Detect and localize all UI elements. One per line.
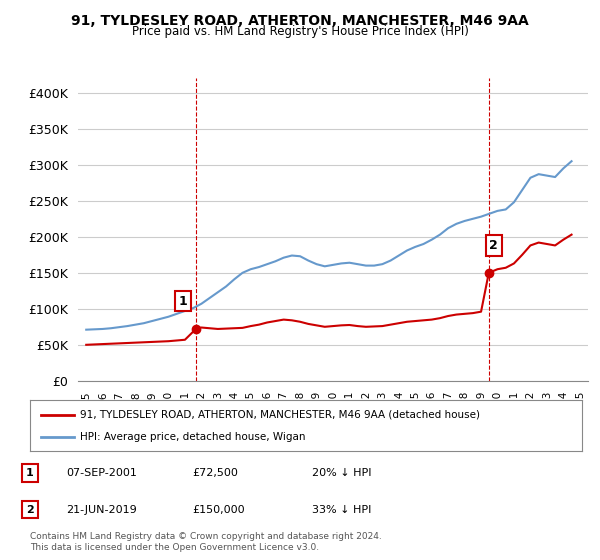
Text: 2: 2 <box>26 505 34 515</box>
Text: Price paid vs. HM Land Registry's House Price Index (HPI): Price paid vs. HM Land Registry's House … <box>131 25 469 38</box>
Text: 20% ↓ HPI: 20% ↓ HPI <box>312 468 371 478</box>
Text: Contains HM Land Registry data © Crown copyright and database right 2024.
This d: Contains HM Land Registry data © Crown c… <box>30 532 382 552</box>
Text: 33% ↓ HPI: 33% ↓ HPI <box>312 505 371 515</box>
Text: 1: 1 <box>26 468 34 478</box>
Text: 1: 1 <box>179 295 188 308</box>
Text: 91, TYLDESLEY ROAD, ATHERTON, MANCHESTER, M46 9AA (detached house): 91, TYLDESLEY ROAD, ATHERTON, MANCHESTER… <box>80 409 479 419</box>
Text: 91, TYLDESLEY ROAD, ATHERTON, MANCHESTER, M46 9AA: 91, TYLDESLEY ROAD, ATHERTON, MANCHESTER… <box>71 14 529 28</box>
Text: 2: 2 <box>490 239 498 252</box>
Text: 07-SEP-2001: 07-SEP-2001 <box>66 468 137 478</box>
Text: £150,000: £150,000 <box>192 505 245 515</box>
Text: 21-JUN-2019: 21-JUN-2019 <box>66 505 137 515</box>
Text: £72,500: £72,500 <box>192 468 238 478</box>
Text: HPI: Average price, detached house, Wigan: HPI: Average price, detached house, Wiga… <box>80 432 305 442</box>
